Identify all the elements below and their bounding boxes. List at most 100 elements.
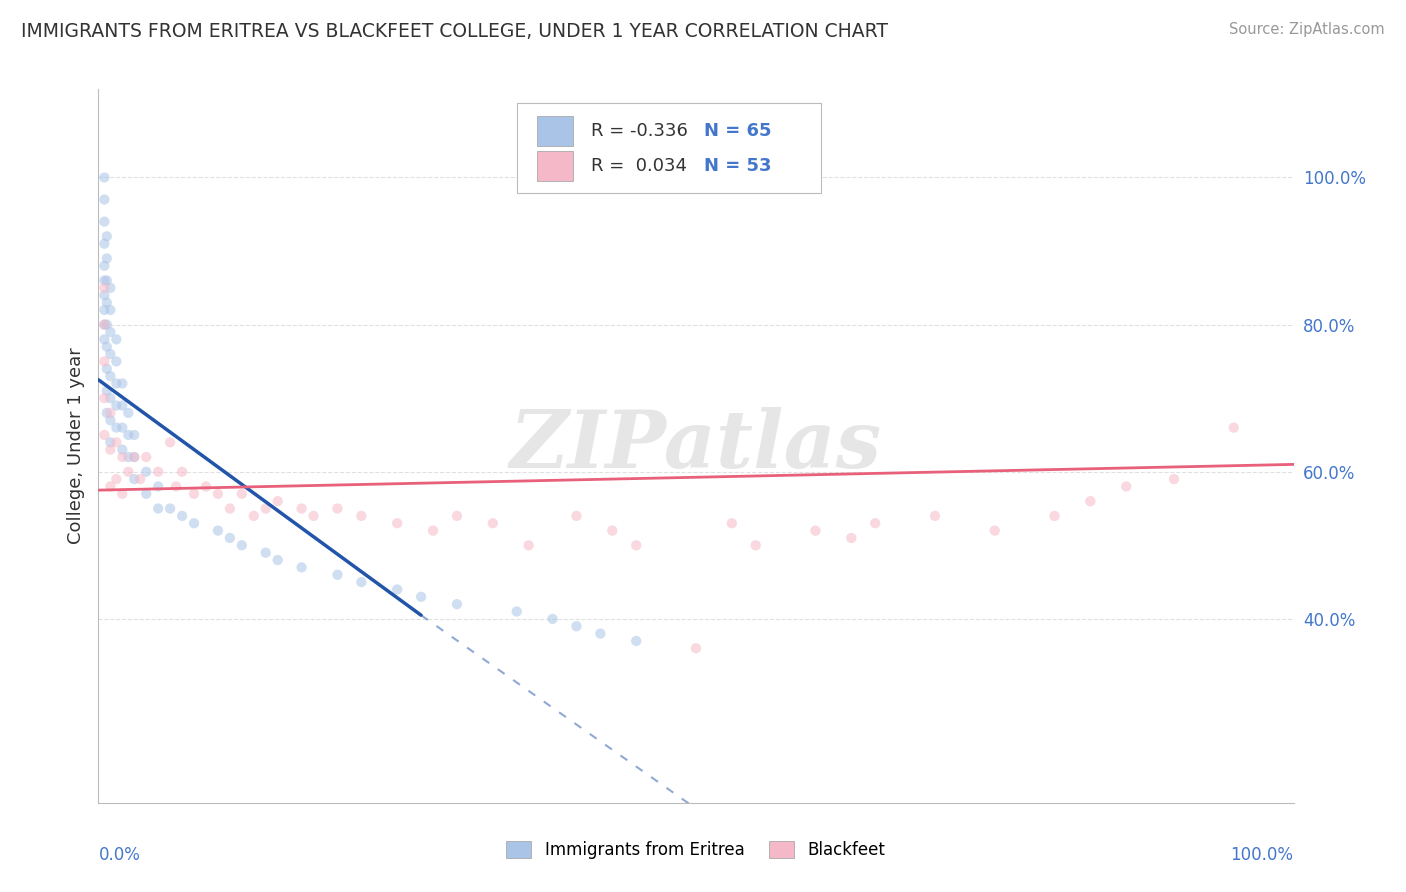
Point: [565, 508, 588, 523]
Point: [96, 361, 118, 376]
Point: [172, 465, 194, 479]
Point: [422, 524, 444, 538]
Point: [291, 560, 314, 574]
Point: [105, 399, 128, 413]
Point: [231, 538, 253, 552]
Point: [93, 236, 115, 251]
Point: [841, 531, 863, 545]
Point: [96, 273, 118, 287]
Point: [207, 524, 229, 538]
Point: [117, 428, 139, 442]
Point: [350, 508, 373, 523]
Point: [124, 428, 146, 442]
Point: [124, 450, 146, 464]
Point: [98, 369, 122, 384]
Point: [93, 273, 115, 287]
Text: 0.0%: 0.0%: [98, 846, 141, 863]
Point: [207, 487, 229, 501]
Point: [602, 524, 624, 538]
Point: [231, 487, 253, 501]
Point: [93, 428, 115, 442]
Point: [135, 465, 157, 479]
Text: Source: ZipAtlas.com: Source: ZipAtlas.com: [1229, 22, 1385, 37]
Point: [326, 567, 349, 582]
Point: [111, 442, 134, 457]
Point: [254, 501, 277, 516]
Point: [685, 641, 707, 656]
Point: [105, 472, 128, 486]
Point: [96, 318, 118, 332]
Point: [506, 605, 529, 619]
Point: [165, 479, 187, 493]
Point: [111, 420, 134, 434]
Point: [254, 546, 277, 560]
Point: [98, 442, 122, 457]
Point: [98, 406, 122, 420]
Point: [96, 384, 118, 398]
Point: [745, 538, 768, 552]
Point: [98, 479, 122, 493]
Point: [111, 399, 134, 413]
Point: [291, 501, 314, 516]
Point: [93, 288, 115, 302]
Point: [93, 391, 115, 405]
Point: [326, 501, 349, 516]
Point: [411, 590, 433, 604]
Point: [517, 538, 540, 552]
Point: [124, 450, 146, 464]
Point: [98, 347, 122, 361]
Point: [1163, 472, 1185, 486]
Point: [135, 487, 157, 501]
Point: [98, 325, 122, 339]
Point: [865, 516, 887, 531]
Point: [924, 508, 946, 523]
Point: [481, 516, 505, 531]
Point: [626, 538, 648, 552]
Point: [93, 354, 115, 368]
Point: [93, 170, 115, 185]
Point: [159, 501, 181, 516]
Point: [350, 575, 373, 590]
Point: [93, 318, 115, 332]
Point: [267, 494, 290, 508]
Bar: [537, 151, 572, 180]
Point: [98, 391, 122, 405]
Point: [589, 626, 612, 640]
Point: [565, 619, 588, 633]
Point: [111, 376, 134, 391]
Text: IMMIGRANTS FROM ERITREA VS BLACKFEET COLLEGE, UNDER 1 YEAR CORRELATION CHART: IMMIGRANTS FROM ERITREA VS BLACKFEET COL…: [21, 22, 889, 41]
Point: [98, 435, 122, 450]
Point: [105, 420, 128, 434]
Point: [446, 597, 468, 611]
Point: [148, 479, 170, 493]
Point: [148, 465, 170, 479]
Point: [626, 634, 648, 648]
Point: [111, 487, 134, 501]
Point: [129, 472, 152, 486]
Point: [124, 472, 146, 486]
Legend: Immigrants from Eritrea, Blackfeet: Immigrants from Eritrea, Blackfeet: [499, 834, 893, 866]
Point: [93, 318, 115, 332]
Point: [96, 340, 118, 354]
Point: [446, 508, 468, 523]
Point: [219, 531, 242, 545]
Point: [1043, 508, 1066, 523]
Point: [183, 487, 205, 501]
Point: [96, 229, 118, 244]
Point: [96, 252, 118, 266]
Point: [385, 516, 409, 531]
Point: [93, 259, 115, 273]
Point: [195, 479, 218, 493]
Point: [111, 450, 134, 464]
Point: [98, 281, 122, 295]
Point: [183, 516, 205, 531]
Point: [302, 508, 325, 523]
Point: [1115, 479, 1137, 493]
Text: 100.0%: 100.0%: [1230, 846, 1294, 863]
Point: [148, 501, 170, 516]
Point: [117, 450, 139, 464]
Point: [105, 435, 128, 450]
Point: [135, 450, 157, 464]
Point: [93, 214, 115, 228]
Text: N = 53: N = 53: [704, 157, 772, 175]
